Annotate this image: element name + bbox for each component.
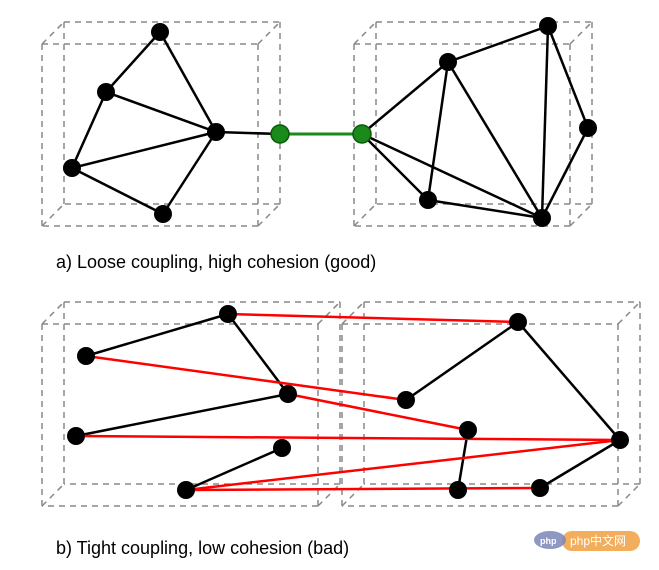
svg-text:php中文网: php中文网	[570, 533, 626, 548]
svg-text:php: php	[540, 536, 557, 546]
caption-b: b) Tight coupling, low cohesion (bad)	[56, 538, 349, 559]
caption-a: a) Loose coupling, high cohesion (good)	[56, 252, 376, 273]
coupling-cohesion-diagram: php中文网 php	[0, 0, 659, 570]
